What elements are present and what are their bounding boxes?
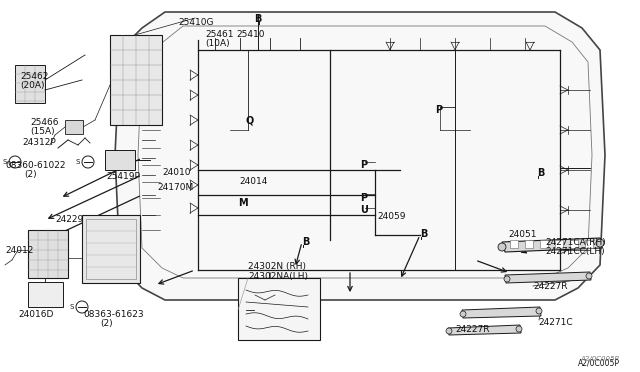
Text: 24227R: 24227R <box>533 282 568 291</box>
Bar <box>65 120 83 134</box>
Text: A2/0C005P: A2/0C005P <box>578 358 620 367</box>
Text: 25410: 25410 <box>236 30 264 39</box>
Circle shape <box>460 311 466 317</box>
Bar <box>555 240 563 248</box>
Text: 24302N (RH): 24302N (RH) <box>248 262 306 271</box>
Bar <box>585 240 593 248</box>
Text: U: U <box>360 205 368 215</box>
Bar <box>570 240 578 248</box>
Text: S: S <box>76 159 80 165</box>
Text: 25466: 25466 <box>30 118 58 127</box>
Text: 25462: 25462 <box>20 72 49 81</box>
Text: 24012: 24012 <box>5 246 33 255</box>
Text: 24170M: 24170M <box>157 183 193 192</box>
Text: 25410G: 25410G <box>178 18 214 27</box>
Text: A2/0C005P: A2/0C005P <box>580 356 619 362</box>
Circle shape <box>586 273 592 279</box>
Circle shape <box>536 308 542 314</box>
Polygon shape <box>502 238 602 252</box>
Text: 24051: 24051 <box>508 230 536 239</box>
Text: 08363-61623: 08363-61623 <box>83 310 143 319</box>
Text: 24227R: 24227R <box>455 325 490 334</box>
Text: 25419P: 25419P <box>106 172 140 181</box>
Text: (2): (2) <box>24 170 36 179</box>
Bar <box>28 282 63 307</box>
Bar <box>28 230 68 278</box>
Text: P: P <box>360 160 367 170</box>
Text: Q: Q <box>245 115 253 125</box>
Text: B: B <box>302 237 309 247</box>
Bar <box>110 35 162 125</box>
Text: P: P <box>435 105 442 115</box>
Text: B: B <box>254 14 262 24</box>
Text: 24016D: 24016D <box>18 310 53 319</box>
Text: B: B <box>420 229 428 239</box>
Text: 24010: 24010 <box>162 168 191 177</box>
Bar <box>86 219 136 279</box>
Text: 24271C: 24271C <box>538 318 573 327</box>
Circle shape <box>516 326 522 332</box>
Polygon shape <box>462 307 541 318</box>
Circle shape <box>446 328 452 334</box>
Text: 08360-61022: 08360-61022 <box>5 161 65 170</box>
Text: (10A): (10A) <box>205 39 230 48</box>
Bar <box>510 240 518 248</box>
Bar <box>540 240 548 248</box>
Text: 24302NA(LH): 24302NA(LH) <box>248 272 308 281</box>
Circle shape <box>498 243 506 251</box>
Text: 24059: 24059 <box>377 212 406 221</box>
Circle shape <box>596 239 604 247</box>
Text: P: P <box>360 193 367 203</box>
Polygon shape <box>448 325 521 335</box>
Bar <box>15 65 45 103</box>
Text: B: B <box>537 168 545 178</box>
Text: S: S <box>3 159 7 165</box>
Text: 25461: 25461 <box>205 30 234 39</box>
Text: 24271CA(RH): 24271CA(RH) <box>545 238 605 247</box>
Text: 24229: 24229 <box>55 215 83 224</box>
Polygon shape <box>505 272 591 283</box>
Polygon shape <box>115 12 605 300</box>
Text: (15A): (15A) <box>30 127 54 136</box>
Bar <box>525 240 533 248</box>
Bar <box>105 150 135 170</box>
Text: 24014: 24014 <box>239 177 268 186</box>
Text: (2): (2) <box>100 319 113 328</box>
Text: 24312P: 24312P <box>22 138 56 147</box>
Text: (20A): (20A) <box>20 81 45 90</box>
Text: S: S <box>70 304 74 310</box>
Text: M: M <box>238 198 248 208</box>
Bar <box>238 278 320 340</box>
Bar <box>82 215 140 283</box>
Text: 24271CC(LH): 24271CC(LH) <box>545 247 605 256</box>
Circle shape <box>504 276 510 282</box>
